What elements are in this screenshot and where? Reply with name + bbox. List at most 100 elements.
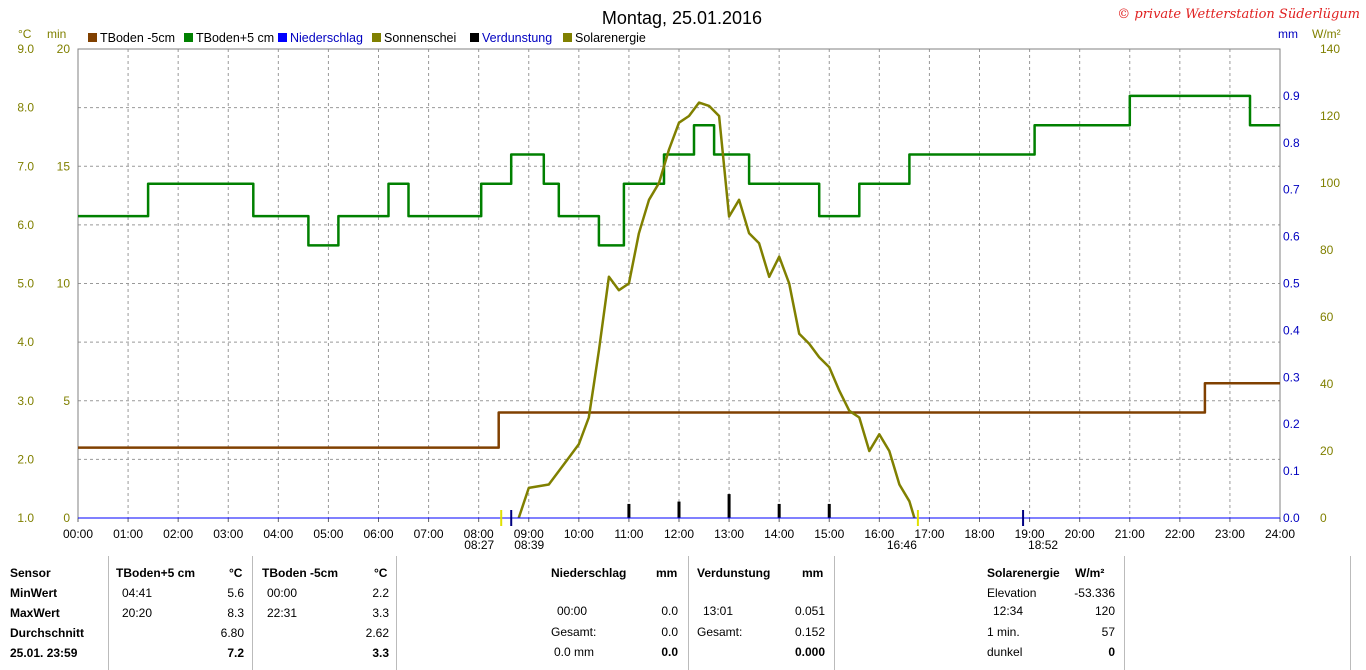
series-line-2 [517,101,916,519]
x-tick-label-24: 24:00 [1265,527,1295,541]
x-tick-label-8: 08:00 [464,527,494,541]
y-left-outer-tick-0: 1.0 [17,511,34,525]
y-left-inner-tick-1: 5 [63,394,70,408]
legend-label-5: Solarenergie [575,31,646,45]
tb5-max: 8.3 [227,606,244,620]
solar-1min-label: 1 min. [987,625,1020,639]
sun-event-label-1: 08:39 [514,538,544,552]
y-right-inner-tick-4: 0.4 [1283,323,1300,337]
evap-header: Verdunstung [697,566,771,580]
verdunstung-bar-4 [827,503,831,518]
station-credit: © private Wetterstation Süderlügum [1117,7,1360,22]
unit-label-min: min [47,27,66,41]
x-tick-label-6: 06:00 [363,527,393,541]
tbm5-max-time: 22:31 [267,606,298,620]
rain-max-time: 00:00 [557,604,588,618]
solar-state: 0 [1108,645,1115,659]
y-left-outer-tick-5: 6.0 [17,218,34,232]
evap-total-label: Gesamt: [697,625,743,639]
tbm5-min: 2.2 [372,586,389,600]
legend-label-0: TBoden -5cm [100,31,175,45]
y-left-outer-tick-2: 3.0 [17,394,34,408]
sun-event-label-2: 16:46 [887,538,917,552]
tb5-max-time: 20:20 [122,606,153,620]
tbm5-min-time: 00:00 [267,586,298,600]
tb5-min: 5.6 [227,586,244,600]
y-right-outer-tick-2: 40 [1320,377,1334,391]
x-tick-label-4: 04:00 [263,527,293,541]
y-left-inner-tick-3: 15 [57,159,71,173]
x-tick-label-5: 05:00 [313,527,343,541]
y-right-inner-tick-3: 0.3 [1283,370,1300,384]
legend-swatch-4 [470,33,479,42]
y-right-outer-tick-7: 140 [1320,42,1340,56]
rain-unit: mm [656,566,678,580]
rain-header: Niederschlag [551,566,627,580]
x-tick-label-12: 12:00 [664,527,694,541]
stats-avg-label: Durchschnitt [10,626,85,640]
x-tick-label-1: 01:00 [113,527,143,541]
x-tick-label-19: 19:00 [1015,527,1045,541]
solar-elev: -53.336 [1074,586,1115,600]
solar-max: 120 [1094,604,1115,618]
legend-swatch-1 [184,33,193,42]
y-right-outer-tick-4: 80 [1320,243,1334,257]
axes: 00:00 01:00 02:00 03:00 04:00 05:00 06:00 07:00… [17,42,1340,541]
x-tick-label-21: 21:00 [1115,527,1145,541]
y-right-inner-tick-7: 0.7 [1283,183,1300,197]
tbm5-unit: °C [374,566,388,580]
solar-unit: W/m² [1075,566,1105,580]
stats-min-label: MinWert [10,586,58,600]
legend-label-4: Verdunstung [482,31,552,45]
tbm5-avg: 2.62 [365,626,389,640]
y-left-outer-tick-1: 2.0 [17,452,34,466]
tb5-avg: 6.80 [220,626,244,640]
y-right-inner-tick-5: 0.5 [1283,277,1300,291]
chart-title: Montag, 25.01.2016 [602,8,762,28]
x-tick-label-23: 23:00 [1215,527,1245,541]
legend: TBoden -5cm TBoden+5 cm Niederschlag Sonnen… [88,31,646,45]
tb5-min-time: 04:41 [122,586,153,600]
verdunstung-bar-2 [727,494,731,518]
y-right-inner-tick-9: 0.9 [1283,89,1300,103]
y-left-inner-tick-2: 10 [57,277,71,291]
stats-date-label: 25.01. 23:59 [10,646,78,660]
unit-label-wm2: W/m² [1312,27,1341,41]
x-tick-label-7: 07:00 [414,527,444,541]
tb5-header: TBoden+5 cm [116,566,196,580]
rain-total: 0.0 [661,625,678,639]
y-right-outer-tick-3: 60 [1320,310,1334,324]
legend-label-1: TBoden+5 cm [196,31,274,45]
x-tick-label-18: 18:00 [964,527,994,541]
unit-label-celsius: °C [18,27,32,41]
rain-current-label: 0.0 mm [554,645,595,659]
y-right-outer-tick-6: 120 [1320,109,1340,123]
y-left-outer-tick-8: 9.0 [17,42,34,56]
rain-current: 0.0 [661,645,678,659]
y-left-outer-tick-4: 5.0 [17,277,34,291]
y-right-outer-tick-5: 100 [1320,176,1340,190]
legend-swatch-2 [278,33,287,42]
legend-swatch-5 [563,33,572,42]
evap-current: 0.000 [794,645,825,659]
stats-sensor-header: Sensor [10,566,51,580]
unit-label-mm: mm [1278,27,1298,41]
legend-label-2: Niederschlag [290,31,363,45]
rain-max: 0.0 [661,604,678,618]
x-tick-label-14: 14:00 [764,527,794,541]
y-right-inner-tick-0: 0.0 [1283,511,1300,525]
solar-elev-label: Elevation [987,586,1037,600]
evap-total: 0.152 [794,625,825,639]
y-left-inner-tick-4: 20 [57,42,71,56]
x-tick-label-17: 17:00 [914,527,944,541]
x-tick-label-15: 15:00 [814,527,844,541]
x-tick-label-3: 03:00 [213,527,243,541]
x-tick-label-10: 10:00 [564,527,594,541]
sun-event-label-3: 18:52 [1028,538,1058,552]
y-right-outer-tick-1: 20 [1320,444,1334,458]
y-left-outer-tick-6: 7.0 [17,159,34,173]
y-left-inner-tick-0: 0 [63,511,70,525]
x-tick-label-22: 22:00 [1165,527,1195,541]
evap-max: 0.051 [794,604,825,618]
chart: Montag, 25.01.2016 © private Wetterstati… [17,7,1360,552]
